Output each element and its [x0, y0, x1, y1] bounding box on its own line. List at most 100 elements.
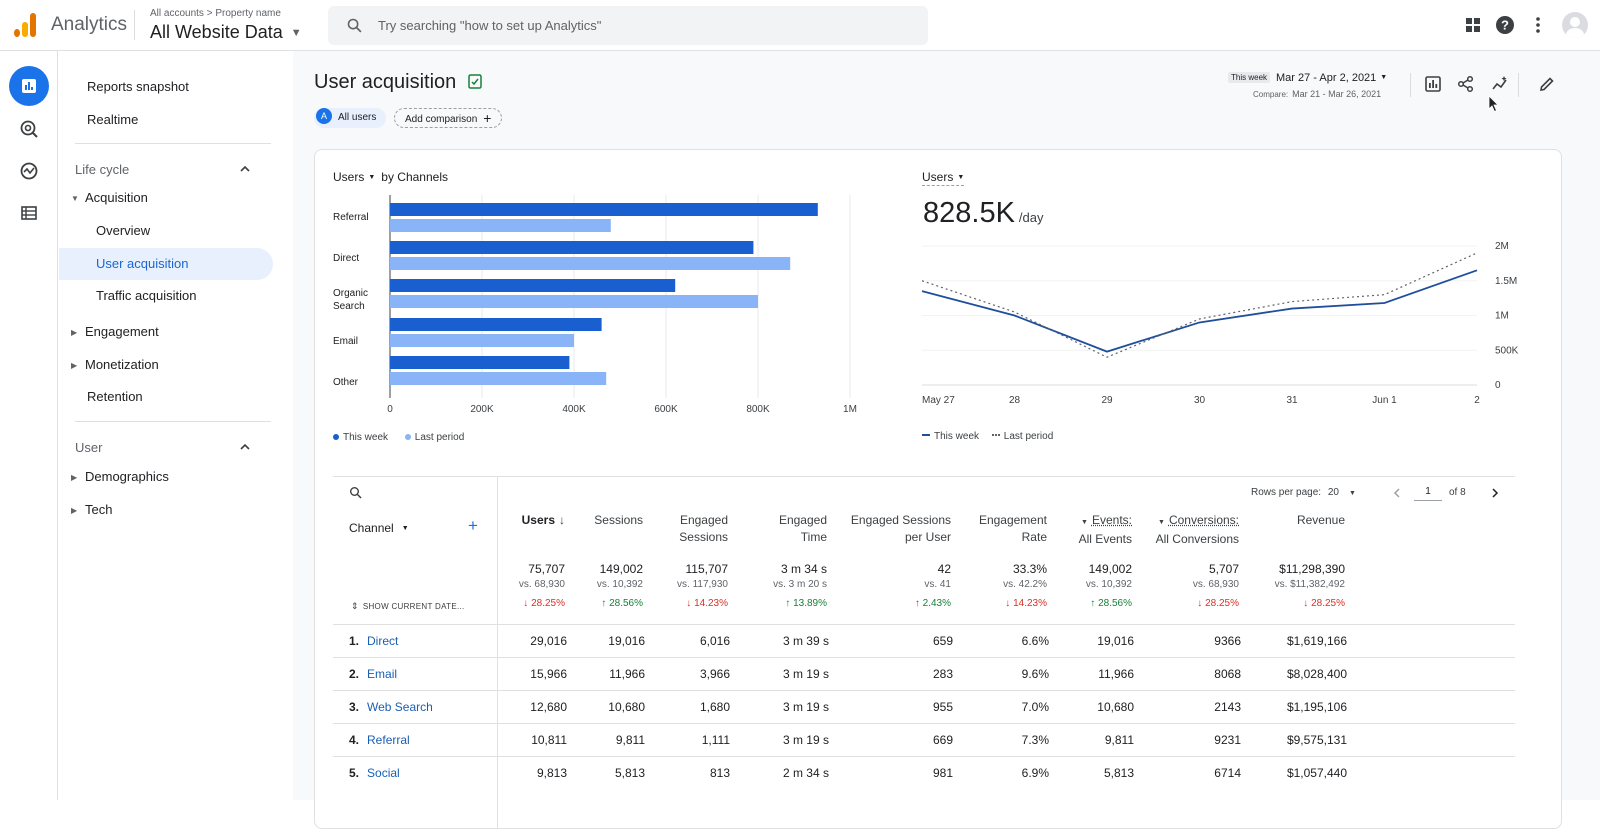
- breadcrumb-property[interactable]: Property name: [215, 8, 281, 19]
- arrow-up-icon: ↑: [915, 598, 923, 609]
- nav-section-user[interactable]: User: [75, 440, 102, 455]
- legend-last-period-label: Last period: [415, 432, 464, 443]
- table-cell: 3 m 39 s: [783, 634, 829, 648]
- column-header[interactable]: ▼ Conversions: All Conversions: [1156, 512, 1239, 548]
- channel-link[interactable]: 5. Social: [349, 766, 400, 780]
- rail-reports-button[interactable]: [9, 66, 49, 106]
- chevron-right-icon[interactable]: [1490, 487, 1500, 499]
- total-value: 75,707: [519, 562, 565, 577]
- column-header[interactable]: Engaged Sessions per User: [851, 512, 951, 546]
- add-dimension-button[interactable]: +: [468, 516, 478, 536]
- rows-per-page-select[interactable]: 20 ▼: [1328, 487, 1356, 498]
- line-y-tick-label: 1.5M: [1495, 276, 1517, 287]
- all-users-chip[interactable]: A All users: [314, 108, 386, 128]
- channel-name: Social: [367, 766, 400, 780]
- channel-link[interactable]: 2. Email: [349, 667, 397, 681]
- bar-last-period: [390, 334, 574, 347]
- column-header[interactable]: Engagement Rate: [979, 512, 1047, 546]
- search-input[interactable]: Try searching "how to set up Analytics": [328, 6, 928, 45]
- nav-traffic-acquisition[interactable]: Traffic acquisition: [96, 280, 196, 312]
- nav-engagement[interactable]: ▶ Engagement: [71, 316, 159, 348]
- column-header[interactable]: Users ↓: [522, 512, 565, 529]
- table-row[interactable]: 1. Direct 29,016 19,016 6,016 3 m 39 s 659 6.6%…: [333, 624, 1515, 657]
- line-metric-dropdown[interactable]: Users ▼: [922, 170, 964, 186]
- bar-legend: This week Last period: [333, 432, 464, 443]
- channel-link[interactable]: 1. Direct: [349, 634, 398, 648]
- total-compare: vs. 41: [915, 577, 951, 592]
- column-header[interactable]: Engaged Sessions: [679, 512, 728, 546]
- report-check-icon[interactable]: [468, 73, 482, 89]
- breadcrumb-all-accounts[interactable]: All accounts: [150, 8, 204, 19]
- total-change: ↑ 13.89%: [773, 596, 827, 611]
- nav-monetization[interactable]: ▶ Monetization: [71, 349, 159, 381]
- table-cell: 9,813: [537, 766, 567, 780]
- rail-configure-button[interactable]: [9, 193, 49, 233]
- rail-explore-button[interactable]: [9, 109, 49, 149]
- nav-section-lifecycle[interactable]: Life cycle: [75, 162, 129, 177]
- nav-realtime[interactable]: Realtime: [87, 104, 138, 136]
- table-row[interactable]: 4. Referral 10,811 9,811 1,111 3 m 19 s 669 7.3…: [333, 723, 1515, 756]
- channel-dropdown[interactable]: Channel ▼: [349, 521, 409, 535]
- total-cell: 3 m 34 s vs. 3 m 20 s ↑ 13.89%: [773, 562, 827, 611]
- analytics-logo[interactable]: [14, 13, 38, 37]
- table-cell: 9366: [1214, 634, 1241, 648]
- explore-icon: [19, 119, 39, 139]
- nav-acquisition[interactable]: ▼ Acquisition: [71, 182, 148, 214]
- nav-demographics-label: Demographics: [85, 469, 169, 484]
- help-icon[interactable]: ?: [1495, 15, 1515, 35]
- edit-pencil-icon[interactable]: [1538, 75, 1556, 93]
- add-comparison-button[interactable]: Add comparison +: [394, 108, 502, 128]
- table-row[interactable]: 2. Email 15,966 11,966 3,966 3 m 19 s 283 9.6% 1…: [333, 657, 1515, 690]
- column-header[interactable]: ▼ Events: All Events: [1079, 512, 1132, 548]
- column-header[interactable]: Revenue: [1297, 512, 1345, 529]
- share-icon[interactable]: [1457, 75, 1475, 93]
- legend-this-week-swatch: [922, 434, 930, 436]
- chevron-up-icon[interactable]: [239, 164, 251, 174]
- column-header[interactable]: Engaged Time: [779, 512, 827, 546]
- show-current-label: SHOW CURRENT DATE...: [363, 602, 465, 611]
- bar-x-tick-label: 200K: [470, 404, 494, 415]
- avatar[interactable]: [1562, 12, 1588, 38]
- channel-link[interactable]: 3. Web Search: [349, 700, 433, 714]
- compare-range: Compare: Mar 21 - Mar 26, 2021: [1253, 89, 1381, 99]
- nav-demographics[interactable]: ▶ Demographics: [71, 461, 169, 493]
- nav-user-acquisition[interactable]: User acquisition: [59, 248, 273, 280]
- page-number-input[interactable]: 1: [1414, 486, 1442, 501]
- nav-overview[interactable]: Overview: [96, 215, 150, 247]
- nav-tech[interactable]: ▶ Tech: [71, 494, 112, 526]
- apps-grid-icon[interactable]: [1463, 15, 1483, 35]
- table-cell: 15,966: [530, 667, 567, 681]
- more-vert-icon[interactable]: [1528, 15, 1548, 35]
- total-value: 115,707: [677, 562, 728, 577]
- chevron-up-icon[interactable]: [239, 442, 251, 452]
- nav-reports-snapshot[interactable]: Reports snapshot: [87, 71, 189, 103]
- app-title[interactable]: Analytics: [51, 14, 127, 36]
- search-icon[interactable]: [349, 486, 362, 499]
- show-current-date-toggle[interactable]: ⇕ SHOW CURRENT DATE...: [351, 601, 465, 612]
- rail-advertising-button[interactable]: [9, 151, 49, 191]
- table-cell: 9,811: [616, 733, 645, 747]
- bar-last-period: [390, 257, 790, 270]
- table-row[interactable]: 5. Social 9,813 5,813 813 2 m 34 s 981 6.9% 5,81…: [333, 756, 1515, 789]
- total-change-value: 28.56%: [609, 598, 643, 609]
- total-value: 5,707: [1193, 562, 1239, 577]
- insights-icon[interactable]: [1491, 75, 1509, 93]
- table-cell: 6,016: [700, 634, 730, 648]
- mouse-cursor-icon: [1488, 95, 1500, 113]
- property-selector[interactable]: All Website Data ▼: [150, 22, 302, 43]
- channel-link[interactable]: 4. Referral: [349, 733, 410, 747]
- nav-retention[interactable]: Retention: [87, 381, 143, 413]
- table-cell: 6.6%: [1022, 634, 1049, 648]
- line-x-tick-label: 2: [1474, 395, 1480, 406]
- total-value: $11,298,390: [1275, 562, 1345, 577]
- breadcrumb[interactable]: All accounts > Property name: [150, 8, 281, 19]
- chevron-left-icon[interactable]: [1392, 487, 1402, 499]
- customize-report-icon[interactable]: [1424, 75, 1442, 93]
- date-range-picker[interactable]: This week Mar 27 - Apr 2, 2021 ▼: [1228, 72, 1387, 84]
- column-header[interactable]: Sessions: [594, 512, 643, 529]
- bar-this-week: [390, 241, 753, 254]
- table-cell: 813: [710, 766, 730, 780]
- list-icon: [20, 204, 38, 222]
- total-value: 3 m 34 s: [773, 562, 827, 577]
- table-row[interactable]: 3. Web Search 12,680 10,680 1,680 3 m 19 s 955…: [333, 690, 1515, 723]
